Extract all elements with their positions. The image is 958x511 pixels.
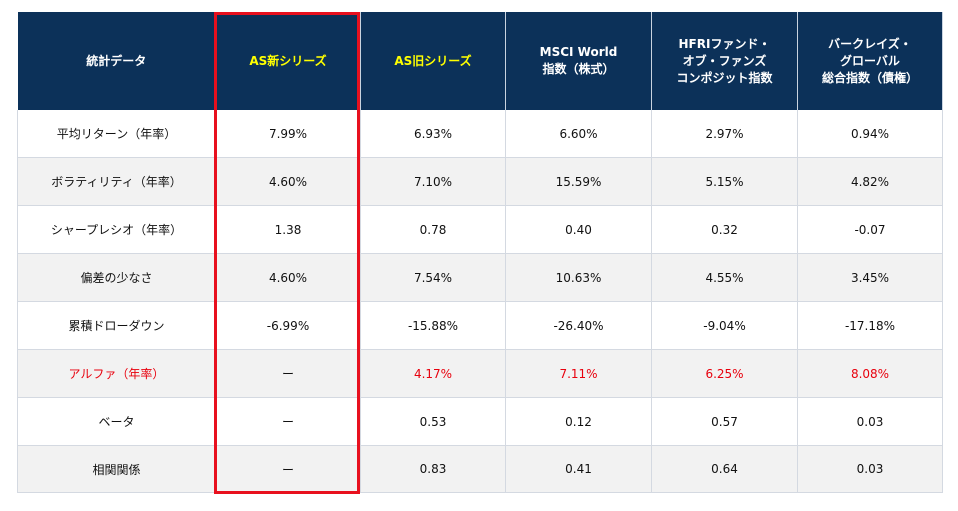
table-row-alpha: アルファ（年率） ー 4.17% 7.11% 6.25% 8.08% — [17, 349, 943, 398]
cell-value: 0.12 — [505, 397, 652, 446]
statistics-table-container: 統計データ AS新シリーズ AS旧シリーズ MSCI World 指数（株式） … — [17, 12, 943, 493]
cell-value: -6.99% — [215, 301, 361, 350]
cell-value: -15.88% — [360, 301, 506, 350]
cell-value: 15.59% — [505, 157, 652, 206]
header-hfri-fof: HFRIファンド・ オブ・ファンズ コンポジット指数 — [651, 12, 798, 110]
cell-value: 0.57 — [651, 397, 798, 446]
table-row: ベータ ー 0.53 0.12 0.57 0.03 — [17, 397, 943, 446]
header-barclays-global: バークレイズ・ グローバル 総合指数（債権） — [797, 12, 943, 110]
header-row: 統計データ AS新シリーズ AS旧シリーズ MSCI World 指数（株式） … — [17, 12, 943, 110]
cell-value: 5.15% — [651, 157, 798, 206]
header-statistics: 統計データ — [17, 12, 216, 110]
cell-value: 0.78 — [360, 205, 506, 254]
cell-value: 0.40 — [505, 205, 652, 254]
row-label: 累積ドローダウン — [17, 301, 216, 350]
cell-value: 0.94% — [797, 110, 943, 158]
cell-value: 0.83 — [360, 445, 506, 493]
cell-value: 0.41 — [505, 445, 652, 493]
cell-value: 0.53 — [360, 397, 506, 446]
cell-value: 6.93% — [360, 110, 506, 158]
table-row: 累積ドローダウン -6.99% -15.88% -26.40% -9.04% -… — [17, 301, 943, 350]
cell-value: 10.63% — [505, 253, 652, 302]
cell-value: 3.45% — [797, 253, 943, 302]
header-as-new-series: AS新シリーズ — [215, 12, 361, 110]
cell-value: ー — [215, 445, 361, 493]
table-row: 相関関係 ー 0.83 0.41 0.64 0.03 — [17, 445, 943, 493]
cell-value: -0.07 — [797, 205, 943, 254]
cell-value: -9.04% — [651, 301, 798, 350]
header-msci-world: MSCI World 指数（株式） — [505, 12, 652, 110]
cell-value: 6.60% — [505, 110, 652, 158]
row-label: アルファ（年率） — [17, 349, 216, 398]
row-label: 相関関係 — [17, 445, 216, 493]
cell-value: 4.17% — [360, 349, 506, 398]
cell-value: 0.03 — [797, 397, 943, 446]
cell-value: 4.60% — [215, 157, 361, 206]
cell-value: 7.10% — [360, 157, 506, 206]
table-row: シャープレシオ（年率） 1.38 0.78 0.40 0.32 -0.07 — [17, 205, 943, 254]
cell-value: 0.32 — [651, 205, 798, 254]
table-row: ボラティリティ（年率） 4.60% 7.10% 15.59% 5.15% 4.8… — [17, 157, 943, 206]
cell-value: ー — [215, 397, 361, 446]
header-as-old-series: AS旧シリーズ — [360, 12, 506, 110]
table-row: 平均リターン（年率） 7.99% 6.93% 6.60% 2.97% 0.94% — [17, 110, 943, 158]
statistics-comparison-table: 統計データ AS新シリーズ AS旧シリーズ MSCI World 指数（株式） … — [17, 12, 943, 493]
cell-value: 8.08% — [797, 349, 943, 398]
cell-value: 4.55% — [651, 253, 798, 302]
cell-value: -17.18% — [797, 301, 943, 350]
cell-value: ー — [215, 349, 361, 398]
cell-value: 7.99% — [215, 110, 361, 158]
row-label: シャープレシオ（年率） — [17, 205, 216, 254]
cell-value: 6.25% — [651, 349, 798, 398]
table-row: 偏差の少なさ 4.60% 7.54% 10.63% 4.55% 3.45% — [17, 253, 943, 302]
cell-value: 2.97% — [651, 110, 798, 158]
cell-value: 1.38 — [215, 205, 361, 254]
cell-value: 4.82% — [797, 157, 943, 206]
cell-value: -26.40% — [505, 301, 652, 350]
row-label: ボラティリティ（年率） — [17, 157, 216, 206]
cell-value: 0.03 — [797, 445, 943, 493]
cell-value: 7.54% — [360, 253, 506, 302]
cell-value: 7.11% — [505, 349, 652, 398]
row-label: 平均リターン（年率） — [17, 110, 216, 158]
cell-value: 4.60% — [215, 253, 361, 302]
row-label: 偏差の少なさ — [17, 253, 216, 302]
row-label: ベータ — [17, 397, 216, 446]
cell-value: 0.64 — [651, 445, 798, 493]
